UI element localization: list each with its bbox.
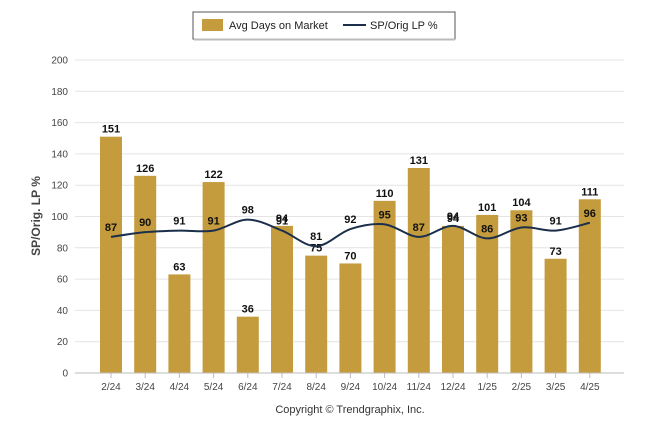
bar [407,167,430,373]
line-value-label: 94 [447,211,460,223]
x-tick-label: 12/24 [440,382,465,393]
line-value-label: 93 [515,212,527,224]
x-tick-label: 8/24 [306,382,326,393]
legend-bar-swatch [202,19,223,31]
legend-bar-label: Avg Days on Market [229,20,328,32]
bar-value-label: 94 [447,213,460,225]
bar-value-label: 63 [173,261,185,273]
x-tick-label: 6/24 [238,382,258,393]
line-value-label: 92 [344,214,356,226]
bar-value-label: 111 [581,186,598,198]
sp-orig-lp-line [110,218,591,248]
y-axis-label: SP/Orig. LP % [29,176,43,256]
bar-value-label: 110 [376,188,394,200]
line-value-label: 91 [173,216,185,228]
line-value-label: 90 [139,217,151,229]
x-tick-label: 3/24 [135,382,155,393]
bar-value-label: 122 [204,169,222,181]
y-axis-ticks: 0 20 40 60 80 100 120 140 160 180 200 [51,56,68,380]
line-value-label: 96 [584,208,596,220]
x-tick-label: 9/24 [341,382,361,393]
legend: Avg Days on Market SP/Orig LP % [192,11,456,41]
bar [476,214,499,373]
x-tick-label: 5/24 [204,382,224,393]
line-value-label: 86 [481,223,493,235]
y-tick-label: 120 [51,181,68,192]
bar-value-label: 36 [242,304,254,316]
y-tick-label: 80 [57,243,69,254]
y-tick-label: 100 [51,212,68,223]
bar-value-label: 70 [344,250,356,262]
y-tick-label: 160 [51,118,68,129]
bar [510,210,533,373]
bar-value-label: 131 [410,155,428,167]
line-value-label: 81 [310,231,322,243]
bar [578,199,601,373]
line-series [110,218,591,248]
line-value-label: 87 [413,222,425,234]
x-tick-label: 4/25 [580,382,600,393]
bar-value-label: 104 [512,197,531,209]
line-value-label: 87 [105,222,117,234]
x-tick-label: 11/24 [407,382,432,393]
x-tick-label: 4/24 [170,382,190,393]
line-value-label: 91 [549,216,561,228]
bar [271,225,293,373]
bars [100,136,601,373]
legend-line-label: SP/Orig LP % [370,20,438,32]
bar [442,225,464,373]
y-tick-label: 20 [57,337,69,348]
line-value-label: 95 [378,209,390,221]
bar-value-label: 101 [478,202,496,214]
bar [373,200,396,373]
bar [202,182,225,373]
bar [100,136,122,373]
y-tick-label: 0 [62,369,68,380]
bar-value-label: 94 [276,213,289,225]
x-axis-ticks: 2/24 3/24 4/24 5/24 6/24 7/24 8/24 9/24 10/24 11/… [101,373,600,393]
y-tick-label: 40 [57,306,69,317]
line-value-label: 91 [207,216,219,228]
line-value-label: 98 [242,205,254,217]
copyright-text: Copyright © Trendgraphix, Inc. [275,404,424,416]
bar [305,255,328,373]
x-tick-label: 2/25 [512,382,532,393]
x-tick-label: 10/24 [372,382,397,393]
bar [134,175,157,373]
bar [236,316,259,373]
bar [339,263,362,373]
bar-value-label: 151 [102,124,120,136]
x-tick-label: 1/25 [477,382,497,393]
bar-value-label: 126 [136,163,154,175]
x-tick-label: 2/24 [101,382,121,393]
bar-value-label: 73 [549,246,561,258]
line-value-label: 91 [276,216,288,228]
y-tick-label: 140 [51,149,68,160]
y-tick-label: 180 [51,87,68,98]
y-tick-label: 60 [57,275,69,286]
x-tick-label: 7/24 [272,382,292,393]
x-tick-label: 3/25 [546,382,566,393]
line-labels: 87 90 91 91 98 91 81 92 95 87 94 86 93 91 96 [105,205,596,244]
bar [168,274,191,373]
bar [544,258,567,373]
y-tick-label: 200 [51,56,68,67]
